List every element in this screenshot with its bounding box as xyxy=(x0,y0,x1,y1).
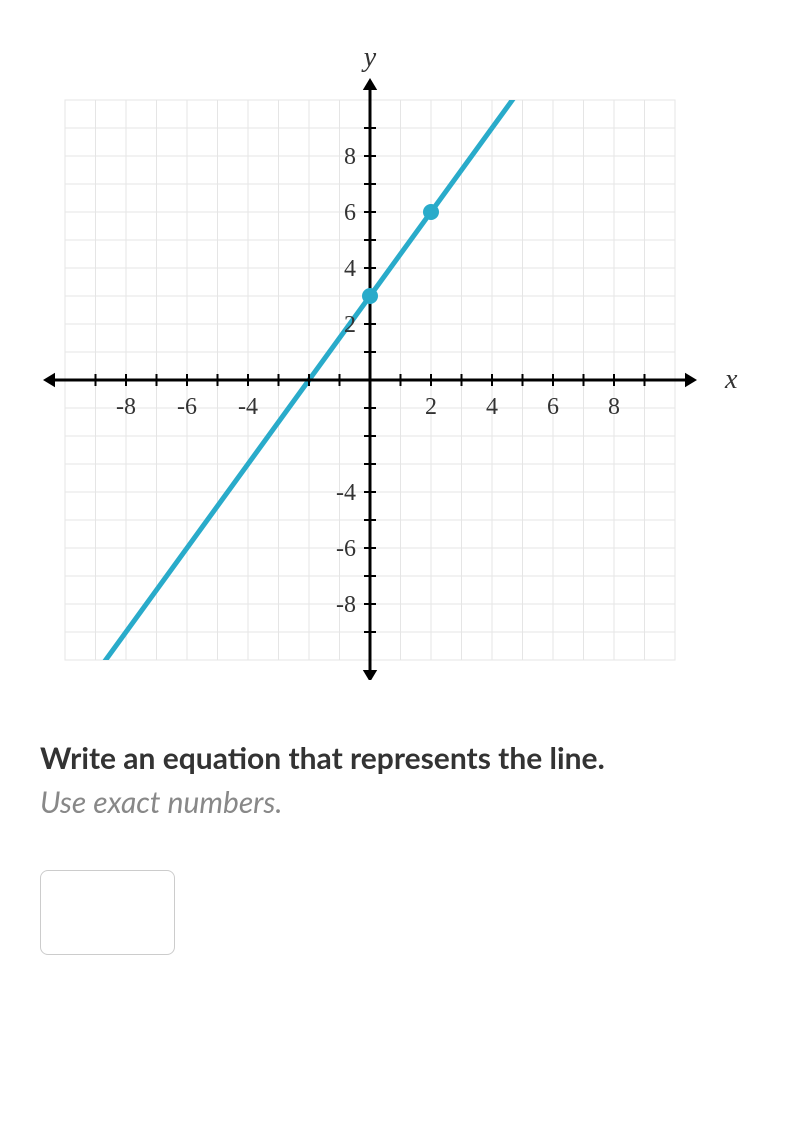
svg-text:-8: -8 xyxy=(116,394,136,420)
svg-text:8: 8 xyxy=(608,394,620,420)
svg-text:-8: -8 xyxy=(336,592,356,618)
chart-svg: -8 -6 -4 2 4 6 8 8 6 4 2 -4 -6 -8 x y xyxy=(30,40,770,680)
svg-text:2: 2 xyxy=(344,312,356,338)
svg-text:-6: -6 xyxy=(177,394,197,420)
svg-text:x: x xyxy=(724,364,738,395)
svg-text:4: 4 xyxy=(344,256,356,282)
svg-text:8: 8 xyxy=(344,144,356,170)
prompt-section: Write an equation that represents the li… xyxy=(30,740,770,955)
coordinate-graph: -8 -6 -4 2 4 6 8 8 6 4 2 -4 -6 -8 x y xyxy=(30,40,770,680)
svg-text:y: y xyxy=(361,42,377,73)
svg-text:-4: -4 xyxy=(336,480,356,506)
svg-text:4: 4 xyxy=(486,394,498,420)
equation-input[interactable] xyxy=(40,870,175,955)
svg-text:-6: -6 xyxy=(336,536,356,562)
svg-text:2: 2 xyxy=(425,394,437,420)
svg-text:6: 6 xyxy=(344,200,356,226)
prompt-subtext: Use exact numbers. xyxy=(40,784,770,820)
prompt-heading: Write an equation that represents the li… xyxy=(40,740,770,776)
svg-text:6: 6 xyxy=(547,394,559,420)
svg-text:-4: -4 xyxy=(238,394,258,420)
